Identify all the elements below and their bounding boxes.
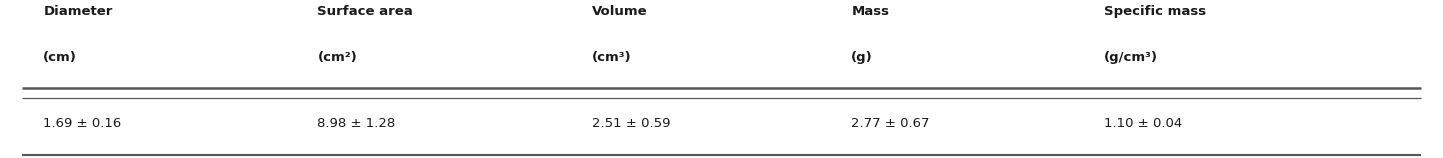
Text: 1.10 ± 0.04: 1.10 ± 0.04 xyxy=(1104,117,1182,130)
Text: Surface area: Surface area xyxy=(317,5,413,18)
Text: (cm³): (cm³) xyxy=(592,51,631,64)
Text: (cm): (cm) xyxy=(43,51,76,64)
Text: Specific mass: Specific mass xyxy=(1104,5,1206,18)
Text: Volume: Volume xyxy=(592,5,648,18)
Text: 1.69 ± 0.16: 1.69 ± 0.16 xyxy=(43,117,121,130)
Text: (g): (g) xyxy=(851,51,873,64)
Text: Diameter: Diameter xyxy=(43,5,113,18)
Text: 8.98 ± 1.28: 8.98 ± 1.28 xyxy=(317,117,395,130)
Text: (g/cm³): (g/cm³) xyxy=(1104,51,1157,64)
Text: Mass: Mass xyxy=(851,5,889,18)
Text: 2.51 ± 0.59: 2.51 ± 0.59 xyxy=(592,117,670,130)
Text: 2.77 ± 0.67: 2.77 ± 0.67 xyxy=(851,117,929,130)
Text: (cm²): (cm²) xyxy=(317,51,358,64)
